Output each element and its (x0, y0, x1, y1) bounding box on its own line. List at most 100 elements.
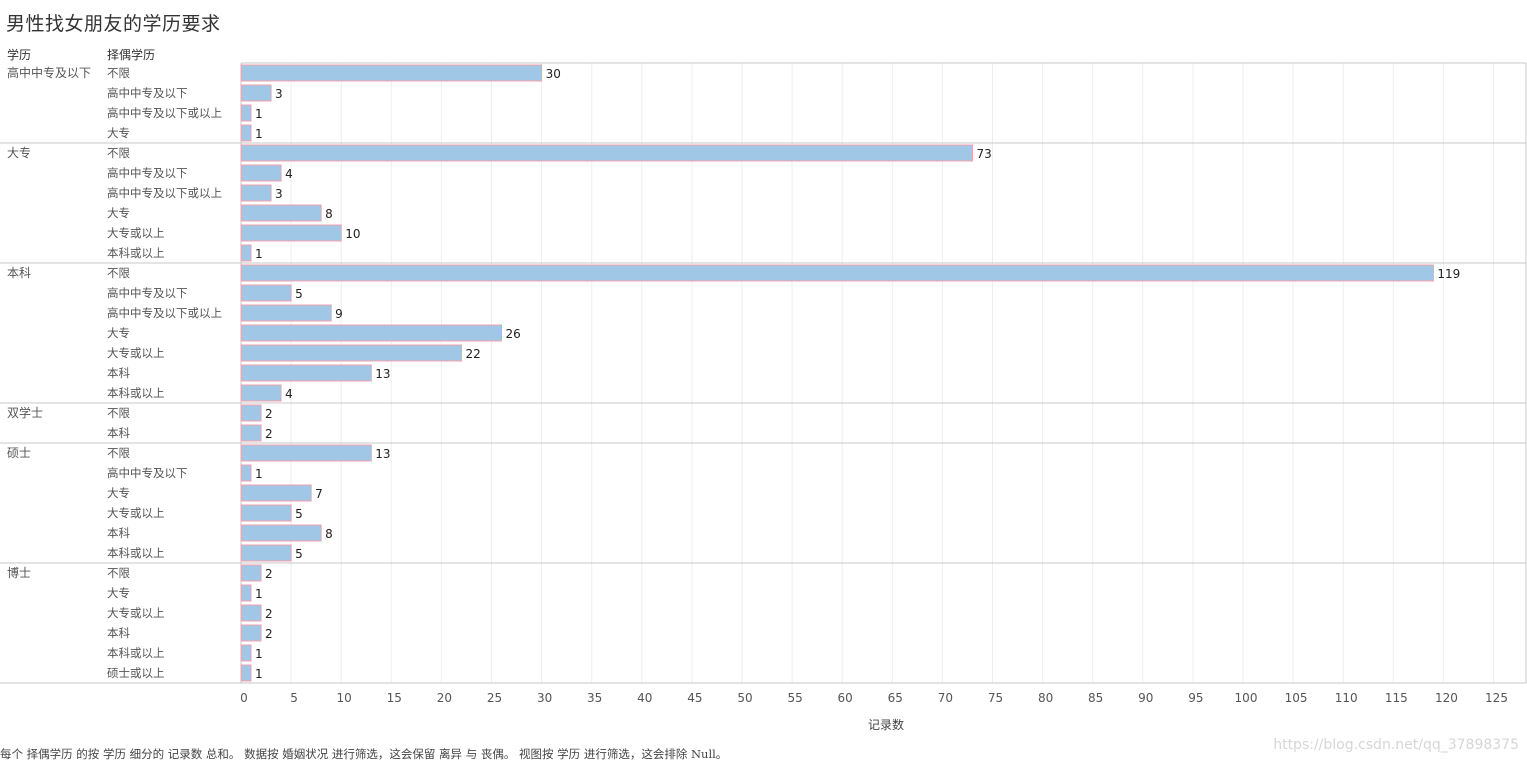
bar (240, 664, 252, 682)
x-tick-label: 20 (437, 691, 452, 705)
x-tick-label: 0 (240, 691, 248, 705)
x-tick-label: 10 (337, 691, 352, 705)
data-label: 8 (325, 527, 333, 541)
bar (240, 284, 292, 302)
row-label: 高中中专及以下 (107, 466, 188, 480)
data-label: 73 (976, 147, 991, 161)
bar (240, 504, 292, 522)
row-label: 本科 (107, 426, 130, 440)
x-tick-label: 80 (1038, 691, 1053, 705)
bar (240, 124, 252, 142)
x-tick-label: 85 (1088, 691, 1103, 705)
bar (240, 224, 342, 242)
row-label: 不限 (107, 566, 130, 580)
data-label: 2 (265, 567, 273, 581)
group-label: 双学士 (7, 405, 43, 420)
data-label: 1 (255, 127, 263, 141)
bar (240, 644, 252, 662)
bar (240, 424, 262, 442)
row-label: 本科或以上 (107, 546, 165, 560)
row-header-education: 学历 (7, 48, 32, 62)
x-tick-label: 110 (1335, 691, 1358, 705)
row-label: 本科或以上 (107, 386, 165, 400)
x-tick-label: 65 (888, 691, 903, 705)
row-label: 本科 (107, 626, 130, 640)
data-label: 2 (265, 627, 273, 641)
data-label: 1 (255, 247, 263, 261)
row-label: 硕士或以上 (107, 666, 165, 680)
x-tick-label: 30 (537, 691, 552, 705)
x-axis-title: 记录数 (868, 718, 905, 732)
row-label: 大专或以上 (107, 606, 165, 620)
x-tick-label: 120 (1435, 691, 1458, 705)
row-label: 大专或以上 (107, 346, 165, 360)
data-label: 3 (275, 187, 283, 201)
data-label: 26 (506, 327, 521, 341)
row-label: 本科或以上 (107, 646, 165, 660)
bar (240, 624, 262, 642)
row-label: 不限 (107, 446, 130, 460)
bar (240, 564, 262, 582)
x-tick-label: 25 (487, 691, 502, 705)
data-label: 9 (335, 307, 343, 321)
row-label: 不限 (107, 146, 130, 160)
data-label: 2 (265, 607, 273, 621)
group-label: 博士 (7, 565, 31, 580)
data-label: 22 (465, 347, 480, 361)
row-label: 大专 (107, 486, 130, 500)
x-tick-label: 100 (1235, 691, 1258, 705)
row-label: 本科或以上 (107, 246, 165, 260)
bar (240, 404, 262, 422)
bar (240, 464, 252, 482)
bar (240, 104, 252, 122)
bar (240, 444, 372, 462)
chart-title: 男性找女朋友的学历要求 (6, 13, 221, 35)
row-header-partner-education: 择偶学历 (107, 48, 156, 62)
bar (240, 524, 322, 542)
data-label: 4 (285, 387, 293, 401)
group-label: 硕士 (7, 446, 31, 460)
data-label: 2 (265, 407, 273, 421)
data-label: 1 (255, 587, 263, 601)
data-label: 4 (285, 167, 293, 181)
x-tick-label: 125 (1485, 691, 1508, 705)
row-label: 本科 (107, 526, 130, 540)
x-tick-label: 105 (1285, 691, 1308, 705)
data-label: 8 (325, 207, 333, 221)
bar (240, 144, 973, 162)
row-label: 大专 (107, 126, 130, 140)
row-label: 大专或以上 (107, 506, 165, 520)
row-label: 高中中专及以下或以上 (107, 306, 222, 320)
data-label: 5 (295, 547, 303, 561)
group-label: 高中中专及以下 (7, 65, 91, 80)
data-label: 1 (255, 667, 263, 681)
data-label: 1 (255, 107, 263, 121)
bar (240, 324, 503, 342)
x-tick-label: 45 (687, 691, 702, 705)
data-label: 1 (255, 647, 263, 661)
data-label: 30 (546, 67, 561, 81)
data-label: 5 (295, 507, 303, 521)
row-label: 高中中专及以下或以上 (107, 186, 222, 200)
bar (240, 544, 292, 562)
x-tick-label: 95 (1188, 691, 1203, 705)
group-label: 本科 (7, 266, 31, 280)
bar (240, 84, 272, 102)
row-label: 高中中专及以下 (107, 166, 188, 180)
data-label: 10 (345, 227, 360, 241)
x-tick-label: 15 (387, 691, 402, 705)
x-tick-label: 90 (1138, 691, 1153, 705)
row-label: 不限 (107, 406, 130, 420)
data-label: 5 (295, 287, 303, 301)
x-tick-label: 60 (838, 691, 853, 705)
x-tick-label: 75 (988, 691, 1003, 705)
bar (240, 204, 322, 222)
row-label: 大专或以上 (107, 226, 165, 240)
x-tick-label: 115 (1385, 691, 1408, 705)
bar (240, 584, 252, 602)
watermark: https://blog.csdn.net/qq_37898375 (1273, 737, 1519, 753)
row-label: 本科 (107, 366, 130, 380)
x-tick-label: 50 (737, 691, 752, 705)
row-label: 大专 (107, 586, 130, 600)
